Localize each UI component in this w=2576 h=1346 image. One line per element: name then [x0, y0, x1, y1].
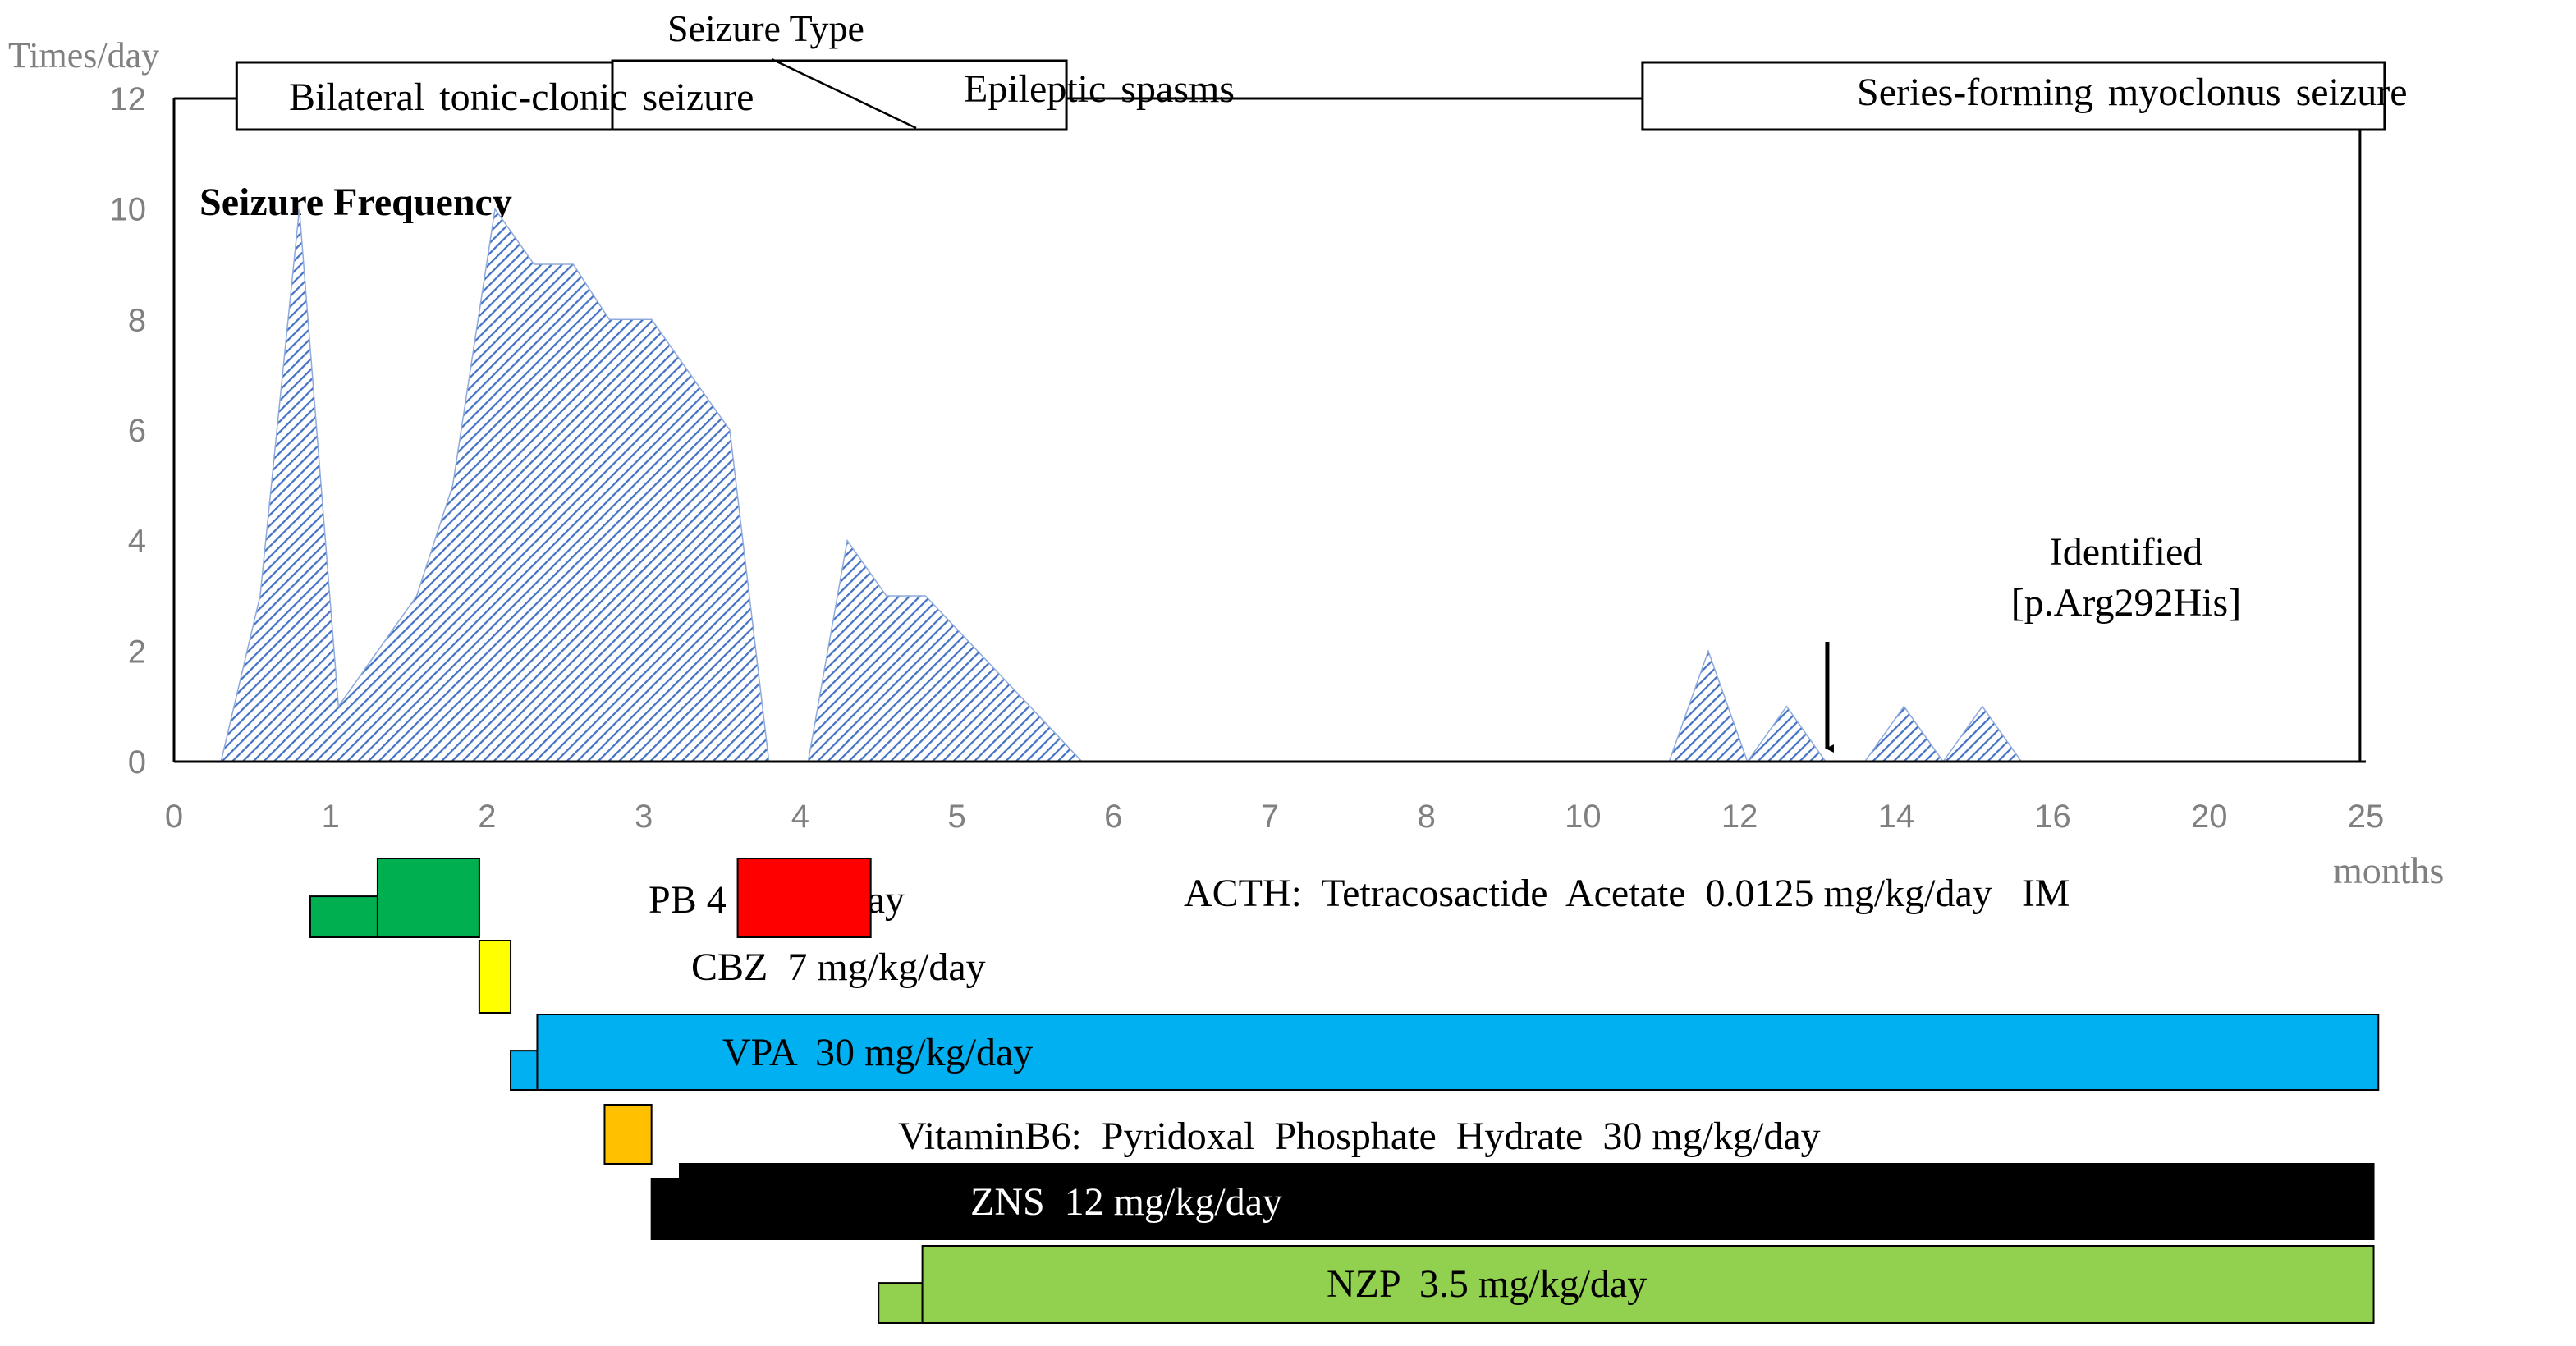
treatment-bar-0-1: [376, 858, 480, 938]
annotation-text: Identified: [2050, 530, 2203, 574]
annotation-text: [p.Arg292His]: [2011, 581, 2241, 625]
treatment-label-6: NZP 3.5 mg/kg/day: [1327, 1262, 1647, 1306]
phase-label-2: Series-forming myoclonus seizure: [1857, 71, 2408, 114]
treatment-bar-5-1: [679, 1163, 2375, 1240]
treatment-label-2: CBZ 7 mg/kg/day: [691, 945, 986, 989]
treatment-bar-3-1: [536, 1014, 2380, 1091]
x-tick-label: 4: [791, 799, 809, 835]
treatment-label-5: ZNS 12 mg/kg/day: [970, 1180, 1282, 1224]
y-tick-label: 4: [128, 524, 146, 560]
x-tick-label: 10: [1565, 799, 1602, 835]
x-tick-label: 2: [478, 799, 496, 835]
area-segment-5: [1941, 705, 2023, 762]
y-tick-label: 8: [128, 302, 146, 338]
phase-box-1: [611, 59, 1068, 131]
x-tick-label: 6: [1104, 799, 1122, 835]
x-tick-label: 7: [1261, 799, 1279, 835]
treatment-bar-5-0: [650, 1178, 681, 1240]
x-tick-label: 12: [1721, 799, 1758, 835]
x-tick-label: 14: [1878, 799, 1915, 835]
area-segment-3: [1746, 705, 1827, 762]
annotation-layer: Identified [p.Arg292His]: [1825, 530, 2241, 753]
treatment-bar-3-0: [510, 1050, 539, 1092]
phase-divider: [771, 57, 917, 130]
y-tick-label: 6: [128, 413, 146, 449]
treatment-label-1: ACTH: Tetracosactide Acetate 0.0125 mg/k…: [1184, 872, 2070, 915]
seizure-type-header: Seizure Type: [667, 7, 864, 49]
y-tick-label: 10: [110, 192, 147, 228]
treatment-bar-4-0: [603, 1104, 653, 1165]
x-tick-label: 1: [322, 799, 340, 835]
area-segment-0: [220, 207, 770, 762]
y-tick-label: 2: [128, 634, 146, 670]
treatment-bar-0-0: [309, 895, 378, 938]
area-segment-4: [1863, 705, 1945, 762]
phase-label-1: Epileptic spasms: [964, 67, 1235, 111]
y-tick-label: 12: [110, 81, 147, 117]
treatment-bar-1-0: [736, 858, 872, 938]
treatment-bar-6-1: [921, 1245, 2375, 1324]
x-tick-label: 20: [2191, 799, 2228, 835]
area-segment-2: [1668, 649, 1749, 762]
x-axis-label: months: [2333, 849, 2444, 891]
x-tick-label: 16: [2034, 799, 2071, 835]
treatment-label-4: VitaminB6: Pyridoxal Phosphate Hydrate 3…: [898, 1115, 1821, 1158]
phase-box-2: [1641, 61, 2386, 131]
treatment-bar-2-0: [478, 940, 512, 1014]
seizure-type-layer: Bilateral tonic-clonic seizure Epileptic …: [174, 57, 2408, 762]
area-segment-1: [807, 538, 1084, 762]
x-tick-label: 25: [2348, 799, 2385, 835]
x-tick-label: 5: [947, 799, 965, 835]
treatment-label-3: VPA 30 mg/kg/day: [722, 1031, 1033, 1074]
chart-title: Seizure Frequency: [199, 181, 512, 224]
area-layer: [220, 207, 2023, 762]
x-tick-label: 0: [165, 799, 183, 835]
y-tick-label: 0: [128, 744, 146, 781]
y-axis-label: Times/day: [8, 35, 159, 76]
treatment-bar-6-0: [878, 1282, 924, 1324]
phase-label-0: Bilateral tonic-clonic seizure: [289, 76, 754, 119]
treatment-layer: PB 4 mg/kg/dayACTH: Tetracosactide Aceta…: [309, 858, 2380, 1324]
x-tick-label: 8: [1418, 799, 1436, 835]
x-tick-label: 3: [635, 799, 653, 835]
